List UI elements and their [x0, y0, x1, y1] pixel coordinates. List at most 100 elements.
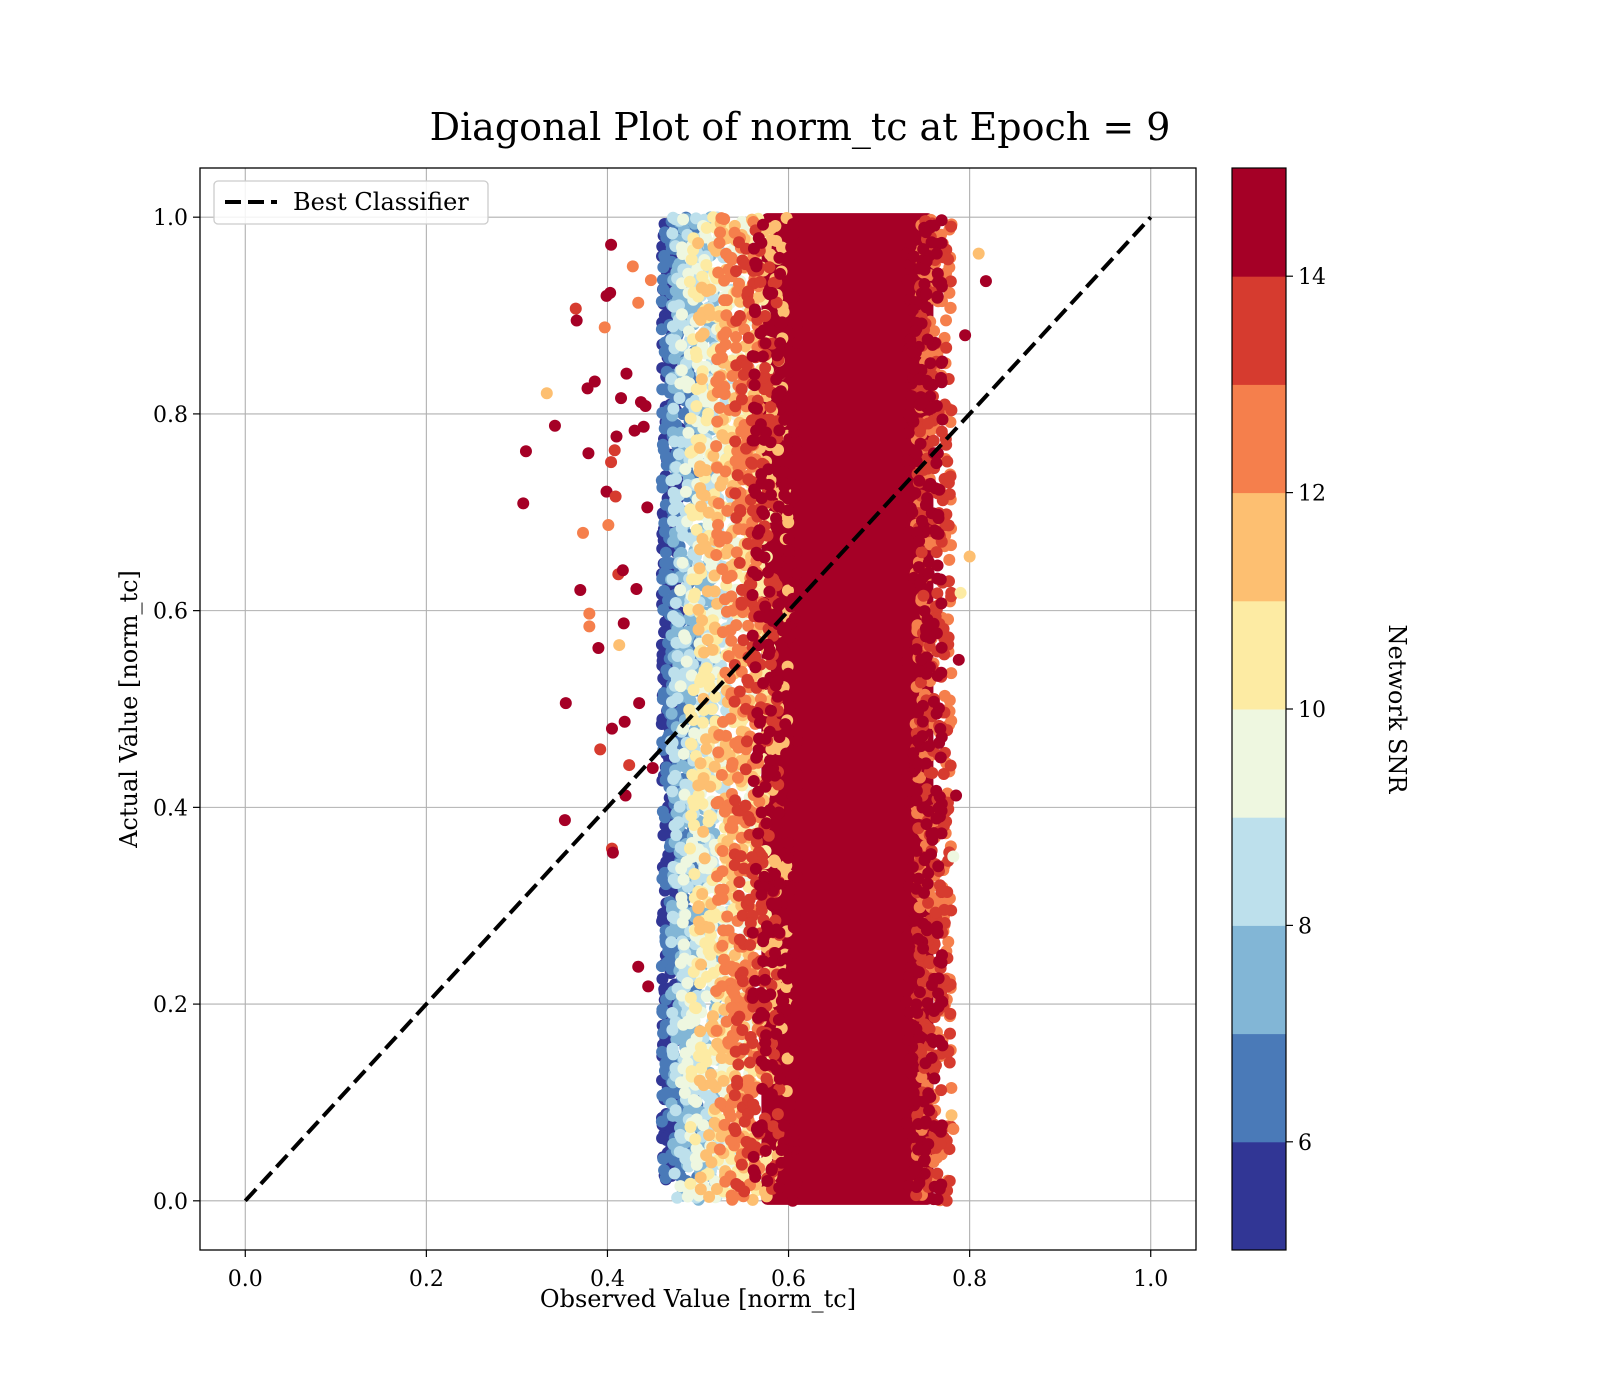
data-point — [752, 785, 765, 798]
data-point — [740, 735, 753, 748]
data-point — [932, 972, 945, 985]
data-point — [913, 1177, 926, 1190]
data-point — [764, 754, 777, 767]
data-point — [778, 413, 791, 426]
data-point — [729, 487, 742, 500]
dense-point-region — [761, 213, 934, 1205]
data-point — [930, 812, 943, 825]
data-point — [670, 1033, 683, 1046]
data-point — [904, 502, 917, 515]
data-point — [945, 667, 958, 680]
data-point — [656, 805, 669, 818]
data-point — [940, 341, 953, 354]
data-point — [729, 435, 742, 448]
data-point — [701, 970, 714, 983]
x-axis-ticks: 0.0 0.2 0.4 0.6 0.8 1.0 — [228, 1250, 1168, 1292]
data-point — [757, 677, 770, 690]
data-point — [935, 641, 948, 654]
data-point — [740, 359, 753, 372]
data-point — [675, 308, 688, 321]
outlier-point — [577, 526, 590, 539]
data-point — [776, 1143, 789, 1156]
data-point — [782, 504, 795, 517]
data-point — [719, 338, 732, 351]
data-point — [749, 862, 762, 875]
data-point — [765, 765, 778, 778]
outlier-point — [608, 444, 621, 457]
data-point — [731, 469, 744, 482]
data-point — [710, 549, 723, 562]
data-point — [735, 382, 748, 395]
data-point — [660, 1086, 673, 1099]
data-point — [668, 435, 681, 448]
data-point — [714, 226, 727, 239]
outlier-point — [519, 445, 532, 458]
data-point — [769, 868, 782, 881]
data-point — [694, 1171, 707, 1184]
data-point — [728, 695, 741, 708]
data-point — [667, 211, 680, 224]
colorbar-segment — [1232, 1033, 1286, 1143]
data-point — [751, 1121, 764, 1134]
outlier-point — [952, 653, 965, 666]
outlier-point — [613, 639, 626, 652]
data-point — [930, 247, 943, 260]
data-point — [770, 1027, 783, 1040]
data-point — [723, 1106, 736, 1119]
data-point — [786, 1194, 799, 1207]
data-point — [906, 346, 919, 359]
data-point — [733, 1010, 746, 1023]
data-point — [656, 406, 669, 419]
data-point — [773, 816, 786, 829]
colorbar-label: Network SNR — [1383, 625, 1411, 795]
data-point — [787, 217, 800, 230]
data-point — [782, 532, 795, 545]
data-point — [678, 1147, 691, 1160]
data-point — [945, 590, 958, 603]
data-point — [945, 1081, 958, 1094]
outlier-point — [583, 620, 596, 633]
x-tick-label: 0.2 — [409, 1267, 444, 1292]
data-point — [669, 769, 682, 782]
outlier-point — [598, 321, 611, 334]
y-axis-ticks: 0.00.20.40.60.81.0 — [153, 206, 200, 1215]
data-point — [786, 789, 799, 802]
data-point — [674, 956, 687, 969]
data-point — [790, 985, 803, 998]
data-point — [684, 412, 697, 425]
data-point — [670, 613, 683, 626]
outlier-point — [558, 814, 571, 827]
data-point — [772, 500, 785, 513]
outlier-point — [610, 430, 623, 443]
data-point — [935, 1084, 948, 1097]
data-point — [782, 366, 795, 379]
data-point — [915, 653, 928, 666]
data-point — [908, 362, 921, 375]
data-point — [754, 692, 767, 705]
legend: Best Classifier — [213, 180, 489, 225]
data-point — [940, 438, 953, 451]
data-point — [907, 914, 920, 927]
data-point — [728, 1122, 741, 1135]
data-point — [694, 757, 707, 770]
outlier-point — [602, 519, 615, 532]
data-point — [912, 872, 925, 885]
data-point — [931, 1151, 944, 1164]
data-point — [902, 408, 915, 421]
data-point — [685, 253, 698, 266]
data-point — [938, 331, 951, 344]
data-point — [911, 1006, 924, 1019]
data-point — [791, 444, 804, 457]
data-point — [923, 957, 936, 970]
data-point — [726, 604, 739, 617]
data-point — [764, 704, 777, 717]
data-point — [734, 850, 747, 863]
data-point — [768, 947, 781, 960]
data-point — [709, 690, 722, 703]
data-point — [922, 567, 935, 580]
data-point — [730, 314, 743, 327]
data-point — [674, 584, 687, 597]
y-tick-label: 0.6 — [153, 600, 188, 625]
data-point — [688, 868, 701, 881]
data-point — [692, 900, 705, 913]
